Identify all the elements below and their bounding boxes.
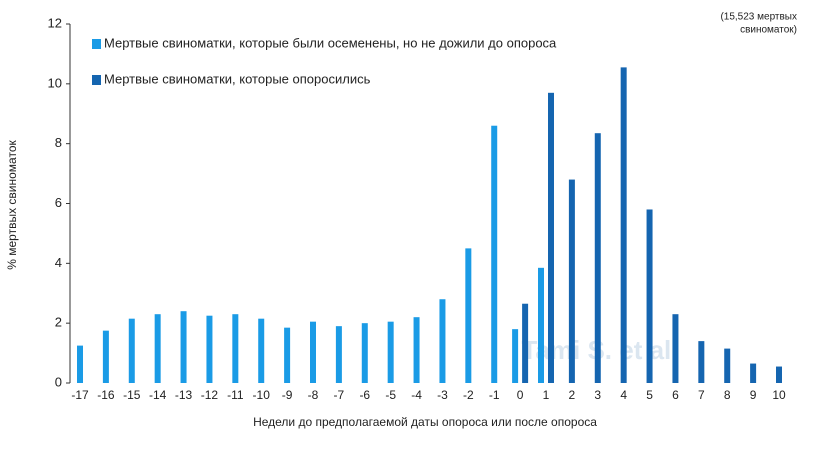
note: (15,523 мертвых — [720, 12, 797, 23]
legend-swatch — [92, 39, 101, 49]
note: свиноматок) — [740, 25, 797, 36]
bar — [594, 133, 601, 383]
bar — [512, 329, 519, 383]
x-tick-label: -8 — [308, 388, 319, 402]
x-tick-label: -4 — [411, 388, 422, 402]
bar — [522, 303, 529, 383]
x-tick-label: 5 — [646, 388, 653, 402]
y-tick-label: 10 — [48, 75, 62, 90]
x-tick-label: 6 — [672, 388, 679, 402]
y-axis-label: % мертвых свиноматок — [5, 140, 19, 270]
x-tick-label: -17 — [71, 388, 89, 402]
bar — [361, 323, 368, 383]
x-tick-label: 10 — [772, 388, 786, 402]
x-tick-label: -16 — [97, 388, 115, 402]
x-tick-label: -14 — [149, 388, 167, 402]
x-tick-label: -1 — [489, 388, 500, 402]
bar — [206, 315, 213, 383]
x-tick-label: -12 — [201, 388, 219, 402]
bar — [439, 299, 446, 383]
x-tick-label: -10 — [253, 388, 271, 402]
legend-swatch — [92, 75, 101, 85]
x-tick-label: 2 — [569, 388, 576, 402]
x-tick-label: -3 — [437, 388, 448, 402]
x-tick-label: 8 — [724, 388, 731, 402]
bar — [620, 67, 627, 384]
y-tick-label: 2 — [55, 315, 62, 330]
bar — [387, 321, 394, 383]
x-tick-label: 9 — [750, 388, 757, 402]
y-tick-label: 12 — [48, 15, 62, 30]
x-axis-label: Недели до предполагаемой даты опороса ил… — [253, 415, 597, 429]
bar — [465, 248, 472, 383]
bar — [77, 345, 83, 383]
x-tick-label: 4 — [620, 388, 627, 402]
x-tick-label: 1 — [543, 388, 550, 402]
x-tick-label: -13 — [175, 388, 193, 402]
x-tick-label: -6 — [359, 388, 370, 402]
bar — [180, 311, 187, 383]
x-tick-label: 3 — [594, 388, 601, 402]
x-tick-label: -5 — [385, 388, 396, 402]
bar — [724, 348, 731, 383]
bar — [776, 366, 782, 383]
x-tick-label: 7 — [698, 388, 705, 402]
legend-label: Мертвые свиноматки, которые были осемене… — [104, 35, 557, 50]
bar — [310, 321, 316, 383]
y-tick-label: 8 — [55, 135, 62, 150]
x-tick-label: -7 — [334, 388, 345, 402]
bar — [672, 314, 679, 383]
x-tick-label: -15 — [123, 388, 141, 402]
bar — [568, 179, 575, 383]
bar — [698, 341, 705, 383]
bar — [750, 363, 757, 383]
bar — [258, 318, 265, 383]
x-tick-label: -2 — [463, 388, 474, 402]
y-tick-label: 4 — [55, 255, 62, 270]
bar — [102, 330, 109, 383]
legend-label: Мертвые свиноматки, которые опоросились — [104, 71, 371, 86]
x-tick-label: -9 — [282, 388, 293, 402]
bar — [154, 314, 161, 383]
bar — [538, 267, 544, 383]
x-tick-label: -11 — [227, 388, 244, 402]
y-tick-label: 0 — [55, 374, 62, 389]
bar — [232, 314, 239, 383]
bar — [335, 326, 342, 383]
bar — [491, 125, 498, 383]
bar — [646, 209, 653, 383]
bar — [128, 318, 135, 383]
bar — [413, 317, 420, 383]
bar — [548, 92, 554, 383]
y-tick-label: 6 — [55, 195, 62, 210]
bar — [284, 327, 291, 383]
x-tick-label: 0 — [517, 388, 524, 402]
